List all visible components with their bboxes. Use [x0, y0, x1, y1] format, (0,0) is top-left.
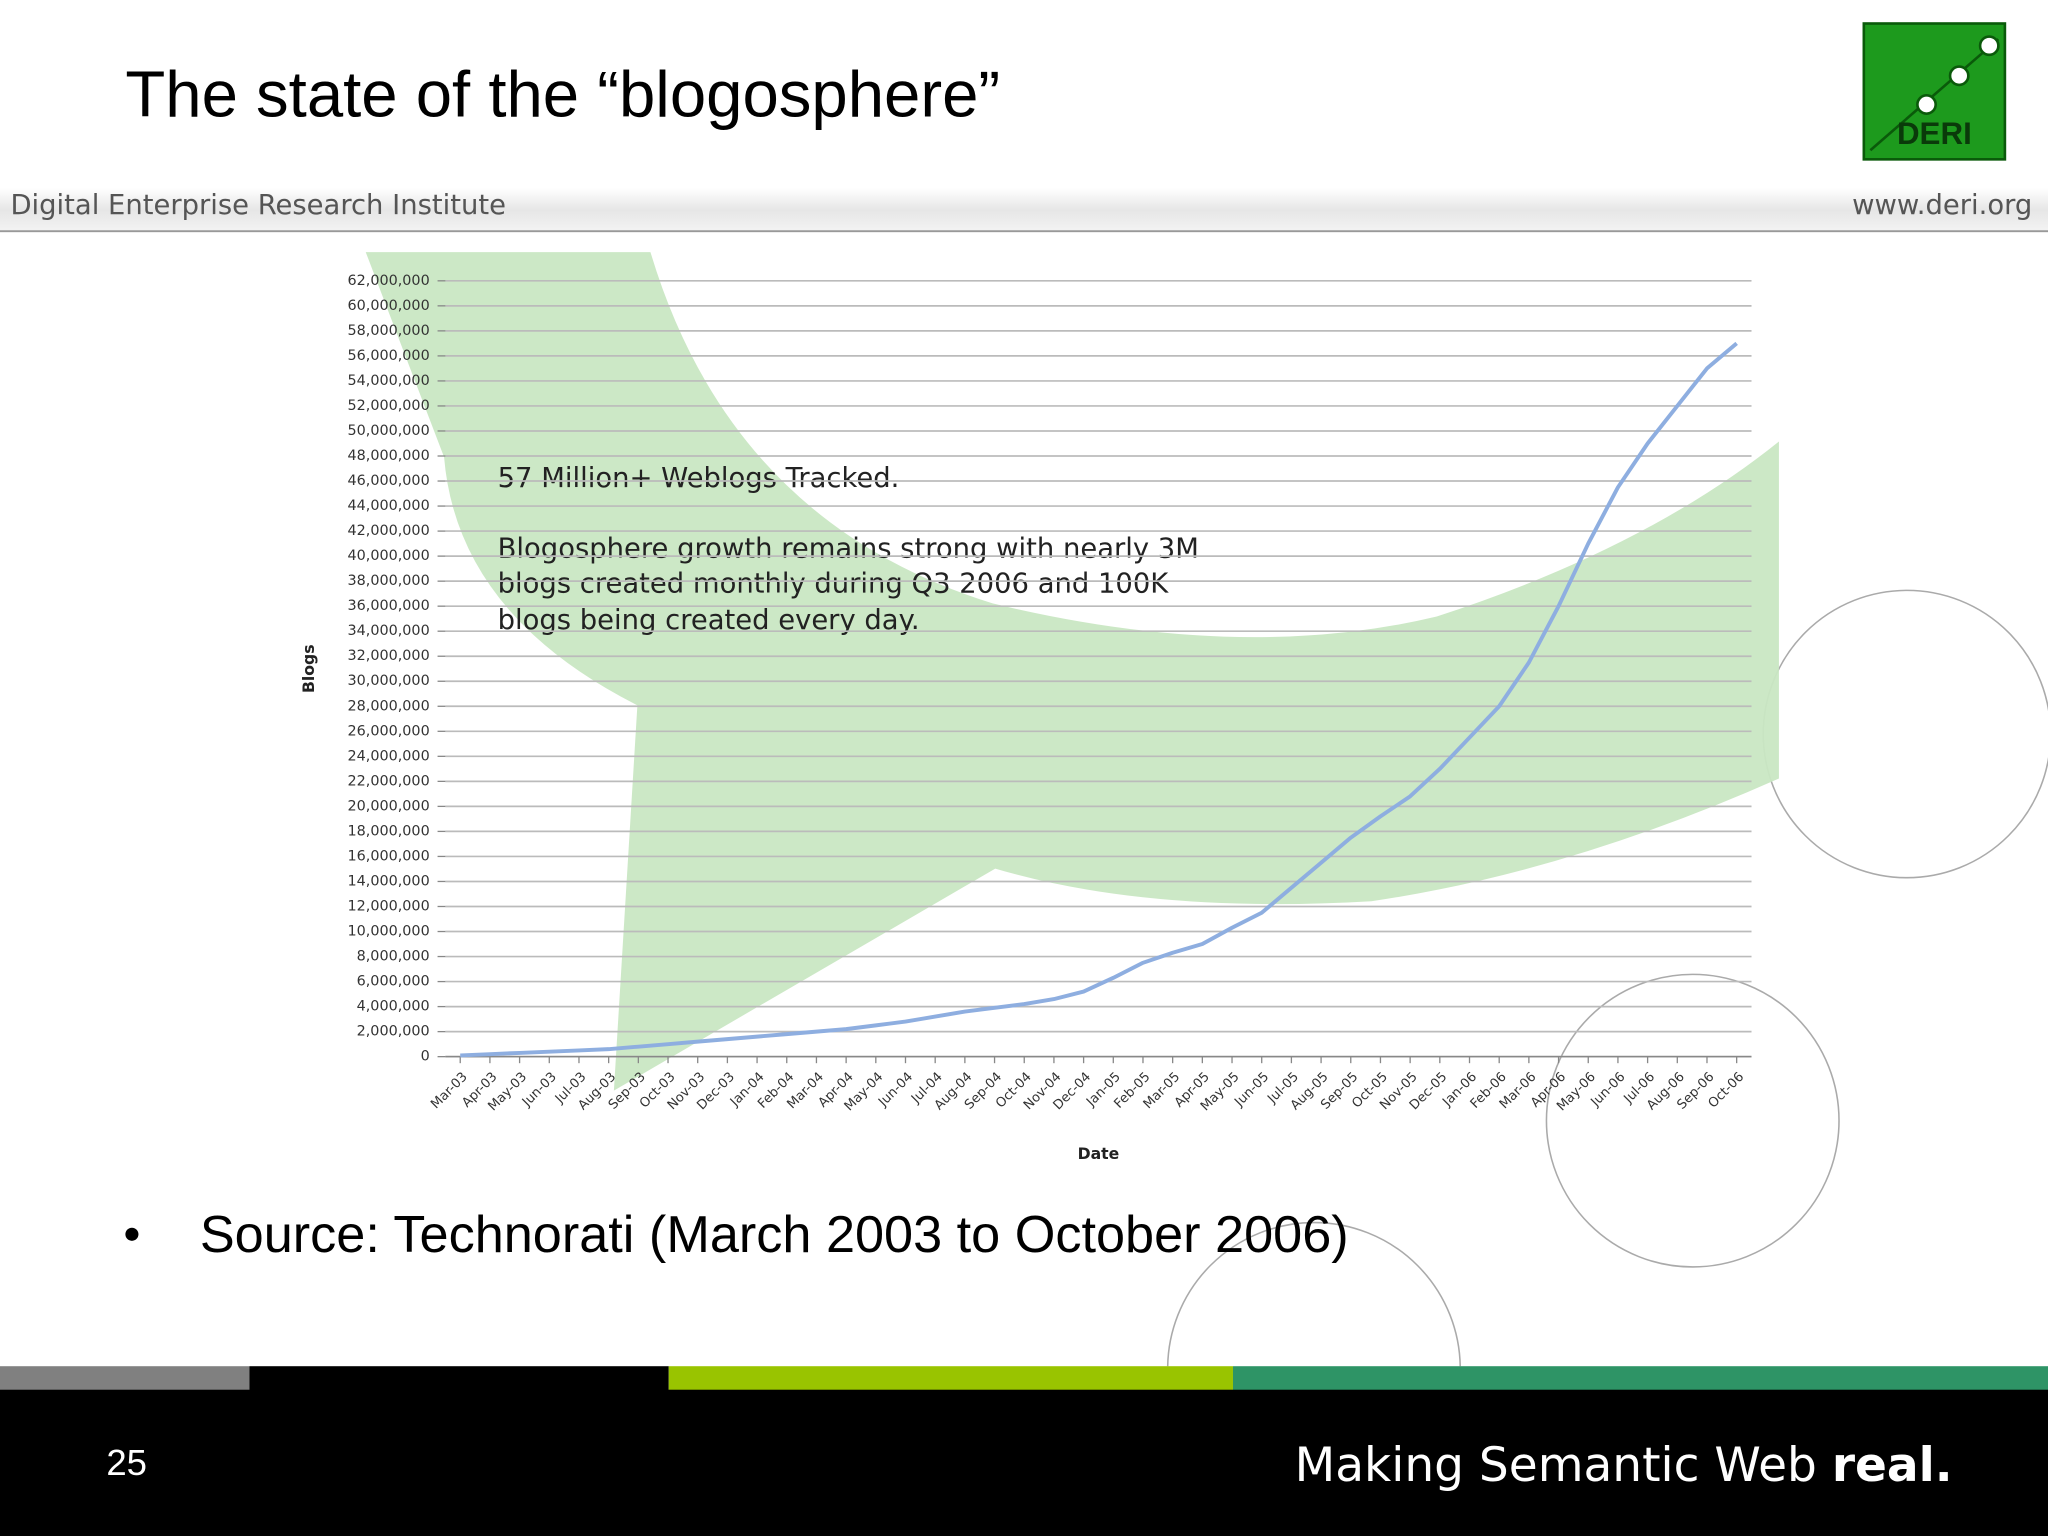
annotation: 57 Million+ Weblogs Tracked.	[498, 463, 900, 494]
y-tick-label: 50,000,000	[347, 423, 429, 439]
page-number: 25	[106, 1442, 147, 1483]
x-axis-label: Date	[1078, 1144, 1120, 1163]
footer-stripe	[1232, 1366, 2048, 1392]
header-strip	[0, 188, 2048, 233]
footer-stripe	[0, 1366, 250, 1392]
y-tick-label: 58,000,000	[347, 323, 429, 339]
y-tick-label: 8,000,000	[357, 949, 430, 965]
institute-url: www.deri.org	[1852, 190, 2032, 221]
y-tick-label: 56,000,000	[347, 348, 429, 364]
y-tick-label: 62,000,000	[347, 273, 429, 289]
footer-stripe	[668, 1366, 1233, 1392]
tagline-text: Making Semantic Web	[1295, 1438, 1817, 1493]
logo-text: DERI	[1897, 116, 1972, 151]
bullet-dot	[125, 1227, 139, 1241]
y-tick-label: 40,000,000	[347, 548, 429, 564]
y-tick-label: 54,000,000	[347, 373, 429, 389]
y-tick-label: 0	[421, 1049, 430, 1065]
y-axis-label: Blogs	[299, 644, 318, 693]
y-tick-label: 38,000,000	[347, 573, 429, 589]
y-tick-label: 36,000,000	[347, 598, 429, 614]
y-tick-label: 2,000,000	[357, 1024, 430, 1040]
y-tick-label: 24,000,000	[347, 748, 429, 764]
tagline: Making Semantic Web real.	[1295, 1438, 1953, 1493]
annotation: blogs created monthly during Q3 2006 and…	[498, 569, 1170, 600]
slide-title: The state of the “blogosphere”	[125, 58, 1000, 131]
y-tick-label: 10,000,000	[347, 924, 429, 940]
y-tick-label: 4,000,000	[357, 999, 430, 1015]
y-tick-label: 20,000,000	[347, 798, 429, 814]
y-tick-label: 18,000,000	[347, 823, 429, 839]
y-tick-label: 44,000,000	[347, 498, 429, 514]
y-tick-label: 22,000,000	[347, 773, 429, 789]
y-tick-label: 46,000,000	[347, 473, 429, 489]
footer-stripe	[249, 1366, 669, 1392]
logo: DERI	[1862, 22, 2007, 161]
y-tick-label: 16,000,000	[347, 848, 429, 864]
y-tick-label: 42,000,000	[347, 523, 429, 539]
y-tick-label: 52,000,000	[347, 398, 429, 414]
chart-background	[365, 252, 1779, 1091]
y-tick-label: 14,000,000	[347, 873, 429, 889]
y-tick-label: 12,000,000	[347, 898, 429, 914]
y-tick-label: 48,000,000	[347, 448, 429, 464]
annotation: Blogosphere growth remains strong with n…	[498, 533, 1199, 564]
y-tick-label: 6,000,000	[357, 974, 430, 990]
tagline-bold: real.	[1832, 1438, 1953, 1493]
y-tick-label: 60,000,000	[347, 298, 429, 314]
y-tick-label: 28,000,000	[347, 698, 429, 714]
y-tick-label: 34,000,000	[347, 623, 429, 639]
y-tick-label: 32,000,000	[347, 648, 429, 664]
institute-name: Digital Enterprise Research Institute	[10, 190, 506, 221]
data-line	[460, 341, 1738, 1058]
y-tick-label: 30,000,000	[347, 673, 429, 689]
footer-band	[0, 1389, 2048, 1536]
bullet-text: Source: Technorati (March 2003 to Octobe…	[200, 1206, 1349, 1264]
y-tick-label: 26,000,000	[347, 723, 429, 739]
